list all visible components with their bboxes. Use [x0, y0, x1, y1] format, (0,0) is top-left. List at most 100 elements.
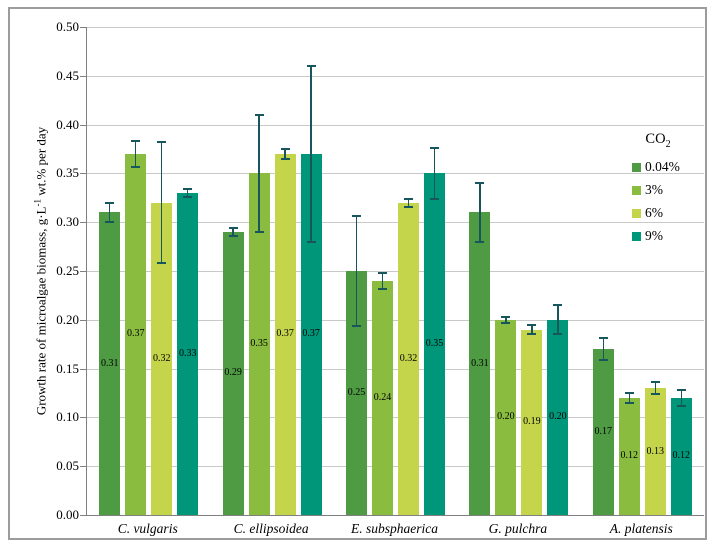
bar-0.04%-a-platensis — [592, 349, 614, 515]
bar-value-label: 0.32 — [152, 352, 171, 364]
error-bar — [134, 141, 137, 167]
bar-value-label: 0.37 — [302, 328, 320, 340]
bar-3%-a-platensis — [618, 397, 640, 515]
bar-value-label: 0.35 — [250, 338, 268, 350]
gridline — [87, 27, 704, 28]
error-bar-cap — [306, 240, 316, 243]
error-bar-cap — [553, 304, 563, 307]
error-bar — [407, 198, 410, 207]
error-bar-cap — [183, 188, 193, 191]
error-bar — [186, 189, 189, 197]
legend-label: 0.04% — [645, 159, 680, 175]
error-bar-cap — [676, 389, 686, 392]
error-bar-cap — [228, 234, 238, 237]
bar-value-label: 0.13 — [646, 445, 665, 457]
error-bar-cap — [183, 195, 193, 198]
error-bar — [505, 316, 507, 323]
gridline — [87, 222, 704, 224]
bar-value-label: 0.20 — [549, 411, 567, 423]
error-bar-cap — [306, 65, 316, 68]
gridline — [87, 75, 704, 77]
gridline — [87, 173, 704, 175]
error-bar-cap — [378, 271, 387, 274]
bar-0.04%-c-ellipsoidea — [222, 231, 244, 515]
y-tick-mark — [80, 271, 86, 272]
y-tick-mark — [80, 319, 86, 321]
gridline — [87, 466, 704, 468]
error-bar-cap — [430, 197, 439, 200]
error-bar-cap — [404, 197, 413, 200]
bar-0.04%-c-vulgaris — [99, 212, 121, 515]
error-bar-cap — [105, 201, 115, 204]
bar-3%-e-subsphaerica — [372, 280, 393, 515]
bar-6%-c-vulgaris — [151, 202, 173, 515]
y-tick-label: 0.25 — [56, 263, 79, 278]
bar-value-label: 0.29 — [224, 367, 242, 379]
y-tick-label: 0.00 — [56, 507, 79, 522]
error-bar — [557, 305, 559, 335]
error-bar-cap — [624, 401, 634, 404]
legend-swatch-icon — [632, 185, 641, 195]
error-bar-cap — [430, 147, 439, 150]
legend-swatch-icon — [632, 231, 641, 241]
bar-value-label: 0.12 — [672, 450, 691, 462]
legend-entry: 3% — [606, 179, 710, 202]
bar-value-label: 0.31 — [100, 357, 119, 369]
bar-3%-c-vulgaris — [125, 153, 147, 515]
legend-swatch-icon — [632, 208, 641, 218]
error-bar-cap — [624, 392, 634, 394]
y-tick-label: 0.20 — [56, 311, 79, 327]
error-bar-cap — [254, 230, 264, 233]
error-bar-cap — [105, 221, 115, 224]
x-category-label: G. pulchra — [488, 521, 548, 536]
error-bar — [433, 148, 436, 199]
error-bar — [284, 149, 286, 159]
bar-value-label: 0.24 — [373, 391, 392, 403]
error-bar-cap — [598, 358, 608, 361]
bar-value-label: 0.25 — [347, 387, 366, 398]
error-bar — [258, 114, 260, 232]
error-bar — [355, 216, 358, 326]
error-bar — [628, 393, 631, 403]
bar-value-label: 0.35 — [425, 338, 444, 350]
error-bar-cap — [157, 141, 167, 144]
bar-value-label: 0.20 — [497, 411, 515, 423]
bar-value-label: 0.31 — [471, 357, 489, 369]
error-bar-cap — [501, 321, 511, 324]
legend: CO2 0.04% 3% 6% 9% — [606, 131, 710, 248]
legend-swatch-icon — [632, 162, 641, 172]
y-tick-mark — [80, 173, 86, 175]
x-category-label: E. subsphaerica — [350, 521, 438, 536]
error-bar-cap — [501, 315, 511, 318]
y-tick-label: 0.40 — [56, 116, 79, 132]
error-bar — [680, 390, 683, 406]
error-bar-cap — [404, 205, 413, 208]
y-tick-label: 0.50 — [56, 19, 79, 34]
bar-value-label: 0.37 — [126, 328, 145, 340]
y-tick-mark — [80, 466, 86, 468]
error-bar-cap — [378, 287, 387, 290]
error-bar-cap — [650, 392, 660, 395]
error-bar-cap — [527, 323, 537, 326]
error-bar — [160, 142, 163, 264]
error-bar-cap — [475, 182, 485, 185]
legend-entry: 0.04% — [606, 156, 710, 179]
legend-label: 3% — [645, 182, 663, 198]
gridline — [87, 368, 704, 370]
error-bar — [232, 228, 234, 236]
bar-9%-c-ellipsoidea — [300, 153, 322, 515]
error-bar-cap — [131, 140, 141, 143]
error-bar — [531, 324, 533, 335]
y-tick-label: 0.15 — [56, 360, 79, 376]
error-bar-cap — [553, 333, 563, 336]
bar-9%-g-pulchra — [547, 319, 569, 515]
bar-0.04%-g-pulchra — [469, 212, 491, 515]
bar-value-label: 0.32 — [399, 352, 418, 364]
bar-0.04%-e-subsphaerica — [346, 271, 367, 515]
y-tick-label: 0.05 — [56, 458, 79, 474]
x-category-label: A. platensis — [609, 521, 673, 536]
error-bar-cap — [131, 165, 141, 168]
gridline — [87, 417, 704, 419]
y-tick-label: 0.45 — [56, 67, 79, 83]
gridline — [87, 124, 704, 126]
